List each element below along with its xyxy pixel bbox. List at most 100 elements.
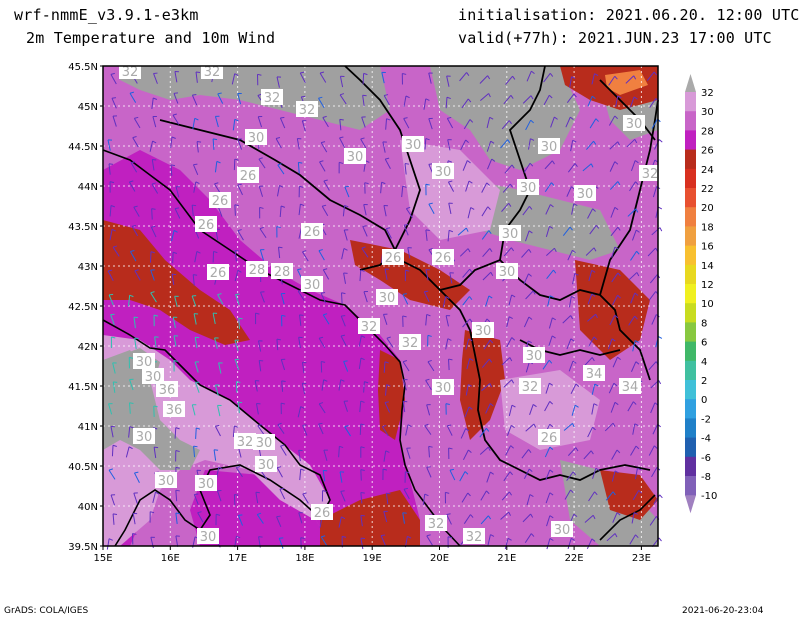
lat-label: 44N — [78, 182, 98, 193]
wind-barb — [217, 405, 221, 417]
wind-barb — [608, 75, 616, 86]
wind-barb — [546, 269, 554, 279]
wind-barb-tick — [279, 487, 284, 490]
wind-barb — [171, 274, 175, 286]
wind-barb-tick — [384, 361, 389, 364]
wind-barb-tick — [448, 358, 453, 361]
wind-barb-tick — [213, 250, 218, 254]
wind-barb-tick — [111, 336, 116, 339]
wind-barb-tick — [321, 535, 326, 538]
wind-barb — [447, 230, 450, 242]
wind-barb — [587, 208, 594, 219]
contour-label: 26 — [541, 431, 558, 446]
wind-barb — [130, 251, 137, 262]
wind-barb — [128, 295, 131, 307]
wind-barb — [649, 274, 658, 284]
wind-barb-tick — [549, 295, 554, 298]
wind-barb — [647, 247, 656, 257]
wind-barb — [175, 186, 180, 198]
wind-barb — [571, 203, 575, 215]
wind-barb-tick — [529, 162, 534, 167]
wind-barb — [612, 356, 618, 368]
wind-barb-tick — [552, 317, 557, 321]
contour-label: 28 — [249, 263, 266, 278]
lon-label: 18E — [295, 553, 314, 564]
wind-barb — [257, 425, 265, 436]
wind-barb-tick — [407, 535, 412, 539]
wind-barb-tick — [614, 401, 619, 406]
wind-barb — [129, 92, 137, 103]
wind-barb — [170, 136, 173, 148]
contour-label-bg — [237, 167, 259, 183]
wind-barb — [276, 516, 282, 528]
wind-barb-tick — [491, 158, 496, 162]
wind-barb-tick — [361, 335, 366, 338]
wind-barb — [422, 494, 426, 506]
wind-barb-tick — [382, 424, 387, 428]
wind-barb-tick — [403, 117, 408, 119]
wind-barb — [150, 226, 157, 238]
wind-barb — [380, 182, 383, 194]
wind-barb — [425, 314, 428, 326]
wind-barb — [402, 294, 409, 305]
wind-barb-tick — [340, 490, 345, 492]
wind-barb-tick — [614, 246, 619, 250]
wind-barb — [428, 203, 435, 214]
wind-barb — [191, 295, 197, 307]
wind-barb — [632, 423, 636, 435]
contour-label: 30 — [200, 530, 217, 545]
wind-barb — [526, 494, 531, 506]
contour-label-bg — [301, 223, 323, 239]
colorbar-cell — [685, 418, 696, 439]
wind-barb — [503, 95, 512, 105]
wind-barb-tick — [402, 315, 407, 318]
border-4 — [439, 289, 651, 481]
wind-barb-tick — [448, 180, 453, 183]
wind-barb-tick — [360, 137, 365, 140]
colorbar-label: -2 — [701, 414, 711, 425]
wind-barb-tick — [173, 359, 178, 362]
wind-barb-tick — [299, 314, 304, 316]
wind-barb-tick — [111, 97, 116, 99]
wind-barb — [234, 340, 239, 351]
wind-barb-tick — [341, 535, 347, 538]
contour-label: 26 — [314, 506, 331, 521]
wind-barb-tick — [658, 139, 663, 143]
contour-label-bg — [583, 365, 605, 381]
wind-barb-tick — [130, 161, 136, 164]
wind-barb — [258, 340, 262, 352]
wind-barb-tick — [277, 422, 282, 426]
wind-barb-tick — [129, 402, 134, 405]
contour-label: 30 — [256, 436, 273, 451]
wind-barb — [111, 445, 114, 457]
wind-barb-tick — [300, 203, 305, 207]
contour-label-bg — [195, 216, 217, 232]
wind-barb-tick — [617, 181, 621, 186]
wind-barb-tick — [318, 249, 323, 252]
balkans-grey-3 — [470, 180, 620, 260]
wind-barb-tick — [427, 359, 432, 363]
wind-barb-tick — [572, 360, 577, 364]
wind-barb-tick — [549, 492, 554, 496]
wind-barb-tick — [130, 250, 135, 253]
wind-barb — [651, 118, 658, 129]
wind-barb-tick — [550, 204, 554, 208]
wind-barb-tick — [403, 400, 408, 403]
contour-label-bg — [163, 401, 185, 417]
contour-label-bg — [551, 521, 573, 537]
wind-barb-tick — [405, 471, 410, 474]
wind-barb-tick — [570, 489, 574, 494]
wind-barb — [629, 181, 636, 192]
wind-barb — [525, 119, 532, 131]
wind-barb-tick — [424, 423, 429, 427]
wind-barb — [506, 316, 510, 328]
wind-barb — [133, 317, 136, 329]
wind-barb — [321, 205, 329, 216]
lon-label: 23E — [632, 553, 651, 564]
wind-barb — [153, 447, 157, 459]
wind-barb — [424, 138, 427, 150]
lon-label: 21E — [497, 553, 516, 564]
wind-barb — [237, 402, 240, 414]
wind-barb — [195, 71, 198, 83]
wind-barb — [318, 250, 325, 261]
